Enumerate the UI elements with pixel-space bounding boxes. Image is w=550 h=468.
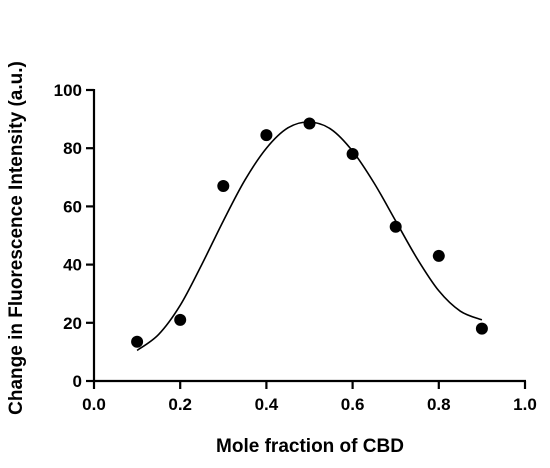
x-tick-label: 0.0 bbox=[82, 395, 106, 414]
data-point bbox=[131, 335, 144, 348]
x-tick-label: 0.8 bbox=[427, 395, 451, 414]
y-tick-label: 0 bbox=[73, 372, 82, 391]
x-tick-label: 0.4 bbox=[255, 395, 279, 414]
y-tick-label: 80 bbox=[63, 139, 82, 158]
y-ticks: 0 20 40 60 80 100 bbox=[54, 81, 94, 391]
y-axis-label: Change in Fluorescence Intensity (a.u.) bbox=[6, 61, 27, 415]
data-point bbox=[346, 148, 359, 161]
axes bbox=[92, 89, 526, 383]
y-tick-label: 100 bbox=[54, 81, 82, 100]
x-ticks: 0.0 0.2 0.4 0.6 0.8 1.0 bbox=[82, 381, 537, 414]
data-point bbox=[303, 117, 316, 130]
data-point bbox=[389, 220, 402, 233]
data-point bbox=[432, 249, 445, 262]
fit-curve bbox=[136, 121, 483, 352]
x-tick-label: 1.0 bbox=[513, 395, 537, 414]
y-tick-label: 60 bbox=[63, 197, 82, 216]
y-tick-label: 20 bbox=[63, 314, 82, 333]
data-point bbox=[174, 313, 187, 326]
x-tick-label: 0.2 bbox=[168, 395, 192, 414]
data-point bbox=[475, 322, 488, 335]
y-tick-label: 40 bbox=[63, 256, 82, 275]
data-point bbox=[217, 180, 230, 193]
data-point bbox=[260, 129, 273, 142]
data-points bbox=[131, 117, 488, 348]
x-axis-label: Mole fraction of CBD bbox=[216, 436, 404, 457]
x-tick-label: 0.6 bbox=[341, 395, 365, 414]
